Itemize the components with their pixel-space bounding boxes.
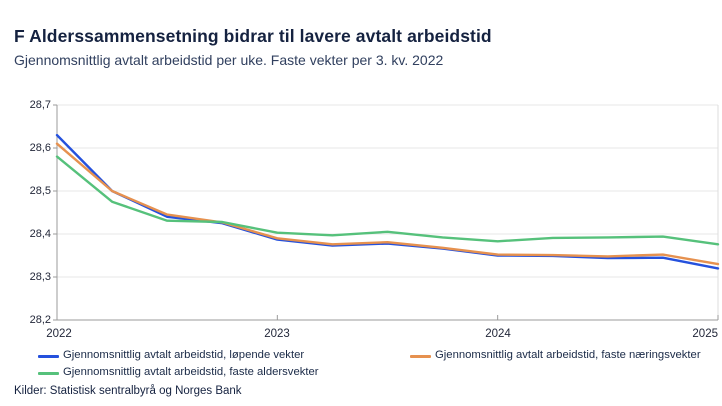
- y-axis-tick-label: 28,2: [29, 314, 51, 326]
- y-axis-tick-label: 28,4: [29, 228, 51, 240]
- x-axis-tick-label: 2025: [692, 328, 718, 340]
- y-axis-tick-label: 28,5: [29, 185, 51, 197]
- legend-label: Gjennomsnittlig avtalt arbeidstid, faste…: [63, 366, 319, 378]
- x-axis-tick-label: 2024: [485, 328, 511, 340]
- legend-line-marker-blue: [38, 355, 59, 358]
- legend-label: Gjennomsnittlig avtalt arbeidstid, løpen…: [63, 349, 305, 361]
- y-axis-tick-label: 28,6: [29, 142, 51, 154]
- legend-line-marker-orange: [410, 355, 431, 358]
- y-axis-tick-label: 28,3: [29, 271, 51, 283]
- chart-subtitle: Gjennomsnittlig avtalt arbeidstid per uk…: [14, 52, 444, 68]
- x-axis-tick-label: 2022: [46, 328, 72, 340]
- chart-title: F Alderssammensetning bidrar til lavere …: [14, 26, 492, 46]
- source-note: Kilder: Statistisk sentralbyrå og Norges…: [14, 385, 242, 397]
- legend-label: Gjennomsnittlig avtalt arbeidstid, faste…: [435, 349, 701, 361]
- x-axis-tick-label: 2023: [264, 328, 290, 340]
- legend-line-marker-green: [38, 372, 59, 375]
- y-axis-tick-label: 28,7: [29, 99, 51, 111]
